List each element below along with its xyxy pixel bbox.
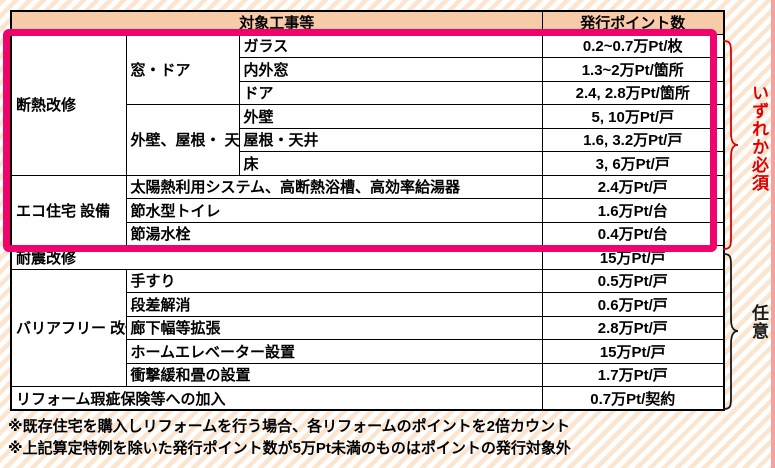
category-eco-equipment: エコ住宅 設備 — [10, 174, 127, 246]
category-barrier-free: バリアフリー 改修 — [10, 268, 127, 387]
table-row: 廊下幅等拡張 2.8万Pt/戸 — [11, 315, 725, 340]
item-outer-wall: 外壁 — [238, 104, 543, 129]
points-handrail: 0.5万Pt/戸 — [541, 268, 725, 293]
table-row: ドア 2.4, 2.8万Pt/箇所 — [11, 80, 725, 105]
table-row: 節湯水栓 0.4万Pt/台 — [11, 221, 725, 246]
item-shock-absorbing-tatami: 衝撃緩和畳の設置 — [125, 362, 543, 387]
points-outer-wall: 5, 10万Pt/戸 — [541, 104, 725, 129]
table-row: 内外窓 1.3~2万Pt/箇所 — [11, 57, 725, 82]
footnote-minimum-points: ※上記算定特例を除いた発行ポイント数が5万Pt未満のものはポイントの発行対象外 — [8, 440, 571, 457]
points-door: 2.4, 2.8万Pt/箇所 — [541, 80, 725, 105]
header-points: 発行ポイント数 — [541, 10, 725, 35]
item-hot-water-saving-faucet: 節湯水栓 — [125, 221, 543, 246]
points-seismic-retrofit: 15万Pt/戸 — [541, 245, 725, 270]
item-corridor-widening: 廊下幅等拡張 — [125, 315, 543, 340]
table-wrapper: 対象工事等 発行ポイント数 断熱改修 窓・ドア ガラス 0.2~0.7万Pt/枚… — [10, 10, 725, 411]
table-row: 屋根・天井 1.6, 3.2万Pt/戸 — [11, 127, 725, 152]
table-row: 段差解消 0.6万Pt/戸 — [11, 292, 725, 317]
points-shock-absorbing-tatami: 1.7万Pt/戸 — [541, 362, 725, 387]
category-insulation: 断熱改修 — [10, 33, 127, 176]
points-defect-insurance: 0.7万Pt/契約 — [541, 386, 725, 411]
item-step-elimination: 段差解消 — [125, 292, 543, 317]
table-row: 床 3, 6万Pt/戸 — [11, 151, 725, 176]
subcategory-window-door: 窓・ドア — [125, 33, 240, 105]
right-edge-strip — [771, 0, 775, 468]
category-defect-insurance: リフォーム瑕疵保険等への加入 — [10, 386, 543, 411]
header-target-works: 対象工事等 — [10, 10, 543, 35]
category-seismic-retrofit: 耐震改修 — [10, 245, 543, 270]
table-row: ホームエレベーター設置 15万Pt/戸 — [11, 339, 725, 364]
table-row: 外壁、屋根・ 天井又は床 外壁 5, 10万Pt/戸 — [11, 104, 725, 176]
footnote-double-count: ※既存住宅を購入しリフォームを行う場合、各リフォームのポイントを2倍カウント — [8, 418, 571, 435]
points-home-elevator: 15万Pt/戸 — [541, 339, 725, 364]
table-row: リフォーム瑕疵保険等への加入 0.7万Pt/契約 — [10, 386, 725, 411]
item-solar-bath-water-heater: 太陽熱利用システム、高断熱浴槽、高効率給湯器 — [125, 174, 543, 199]
item-floor: 床 — [238, 151, 543, 176]
item-door: ドア — [238, 80, 543, 105]
item-roof-ceiling: 屋根・天井 — [238, 127, 543, 152]
subcategory-wall-roof-floor: 外壁、屋根・ 天井又は床 — [125, 104, 240, 176]
table-row: 断熱改修 窓・ドア ガラス 0.2~0.7万Pt/枚 — [10, 33, 725, 176]
table-header-row: 対象工事等 発行ポイント数 — [10, 10, 725, 35]
points-inner-outer-window: 1.3~2万Pt/箇所 — [541, 57, 725, 82]
item-inner-outer-window: 内外窓 — [238, 57, 543, 82]
footnotes: ※既存住宅を購入しリフォームを行う場合、各リフォームのポイントを2倍カウント ※… — [8, 416, 571, 460]
renovation-points-table: 対象工事等 発行ポイント数 断熱改修 窓・ドア ガラス 0.2~0.7万Pt/枚… — [10, 10, 725, 411]
required-brace — [723, 40, 739, 250]
points-glass: 0.2~0.7万Pt/枚 — [541, 33, 725, 58]
points-solar-bath-water-heater: 2.4万Pt/戸 — [541, 174, 725, 199]
table-row: バリアフリー 改修 手すり 0.5万Pt/戸 — [10, 268, 725, 387]
points-roof-ceiling: 1.6, 3.2万Pt/戸 — [541, 127, 725, 152]
points-floor: 3, 6万Pt/戸 — [541, 151, 725, 176]
points-corridor-widening: 2.8万Pt/戸 — [541, 315, 725, 340]
optional-annotation-label: 任意 — [749, 304, 768, 340]
table-row: 節水型トイレ 1.6万Pt/台 — [11, 198, 725, 223]
points-step-elimination: 0.6万Pt/戸 — [541, 292, 725, 317]
table-row: エコ住宅 設備 太陽熱利用システム、高断熱浴槽、高効率給湯器 2.4万Pt/戸 — [10, 174, 725, 246]
table-row: 耐震改修 15万Pt/戸 — [10, 245, 725, 270]
required-annotation-label: いずれか必須 — [749, 84, 768, 192]
item-handrail: 手すり — [125, 268, 543, 293]
optional-brace — [723, 253, 739, 410]
points-hot-water-saving-faucet: 0.4万Pt/台 — [541, 221, 725, 246]
item-home-elevator: ホームエレベーター設置 — [125, 339, 543, 364]
item-glass: ガラス — [238, 33, 543, 58]
points-water-saving-toilet: 1.6万Pt/台 — [541, 198, 725, 223]
table-row: 衝撃緩和畳の設置 1.7万Pt/戸 — [11, 362, 725, 387]
item-water-saving-toilet: 節水型トイレ — [125, 198, 543, 223]
